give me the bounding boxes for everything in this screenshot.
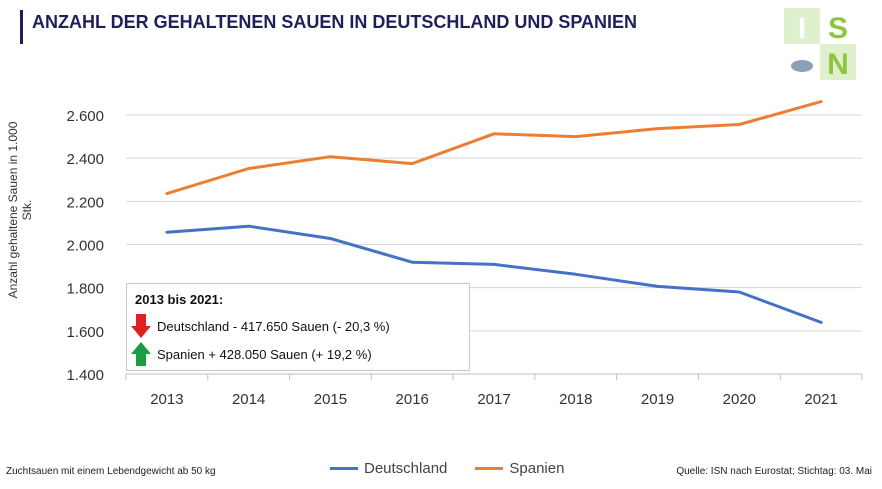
page-title: ANZAHL DER GEHALTENEN SAUEN IN DEUTSCHLA… bbox=[32, 12, 638, 32]
legend-item-spanien: Spanien bbox=[475, 460, 564, 477]
x-tick-label: 2017 bbox=[477, 391, 510, 408]
x-tick-label: 2021 bbox=[804, 391, 837, 408]
y-tick-label: 1.600 bbox=[66, 324, 104, 341]
legend-label-deutschland: Deutschland bbox=[364, 460, 448, 477]
legend-item-deutschland: Deutschland bbox=[330, 460, 447, 477]
annotation-heading: 2013 bis 2021: bbox=[135, 292, 224, 307]
legend-swatch-spanien bbox=[475, 467, 504, 470]
annotation-box: 2013 bis 2021: Deutschland - 417.650 Sau… bbox=[126, 283, 470, 371]
svg-text:S: S bbox=[828, 12, 848, 45]
y-tick-label: 2.600 bbox=[66, 108, 104, 125]
y-tick-label: 2.200 bbox=[66, 194, 104, 211]
x-tick-label: 2013 bbox=[150, 391, 183, 408]
x-tick-label: 2014 bbox=[232, 391, 265, 408]
isn-logo: I S N bbox=[784, 8, 856, 80]
series-line-deutschland bbox=[165, 224, 823, 324]
arrow-down-icon bbox=[131, 314, 151, 338]
series-line-spanien bbox=[165, 100, 823, 196]
y-tick-label: 2.400 bbox=[66, 151, 104, 168]
svg-text:I: I bbox=[798, 12, 806, 45]
y-tick-label: 2.000 bbox=[66, 238, 104, 255]
chart-legend: Deutschland Spanien bbox=[330, 460, 592, 477]
annotation-row-deutschland: Deutschland - 417.650 Sauen (- 20,3 %) bbox=[131, 314, 390, 338]
x-tick-label: 2016 bbox=[396, 391, 429, 408]
source-note: Quelle: ISN nach Eurostat; Stichtag: 03.… bbox=[676, 466, 872, 477]
arrow-up-icon bbox=[131, 342, 151, 366]
footnote: Zuchtsauen mit einem Lebendgewicht ab 50… bbox=[6, 466, 216, 477]
x-tick-label: 2018 bbox=[559, 391, 592, 408]
x-tick-label: 2020 bbox=[723, 391, 756, 408]
legend-swatch-deutschland bbox=[330, 467, 358, 470]
legend-label-spanien: Spanien bbox=[509, 460, 565, 477]
x-tick-label: 2015 bbox=[314, 391, 347, 408]
annotation-text-spanien: Spanien + 428.050 Sauen (+ 19,2 %) bbox=[157, 346, 372, 362]
svg-text:N: N bbox=[827, 48, 849, 80]
annotation-text-deutschland: Deutschland - 417.650 Sauen (- 20,3 %) bbox=[157, 318, 390, 334]
annotation-row-spanien: Spanien + 428.050 Sauen (+ 19,2 %) bbox=[131, 342, 372, 366]
y-tick-label: 1.800 bbox=[66, 281, 104, 298]
x-tick-label: 2019 bbox=[641, 391, 674, 408]
y-tick-label: 1.400 bbox=[66, 367, 104, 384]
title-accent-bar bbox=[20, 10, 23, 44]
